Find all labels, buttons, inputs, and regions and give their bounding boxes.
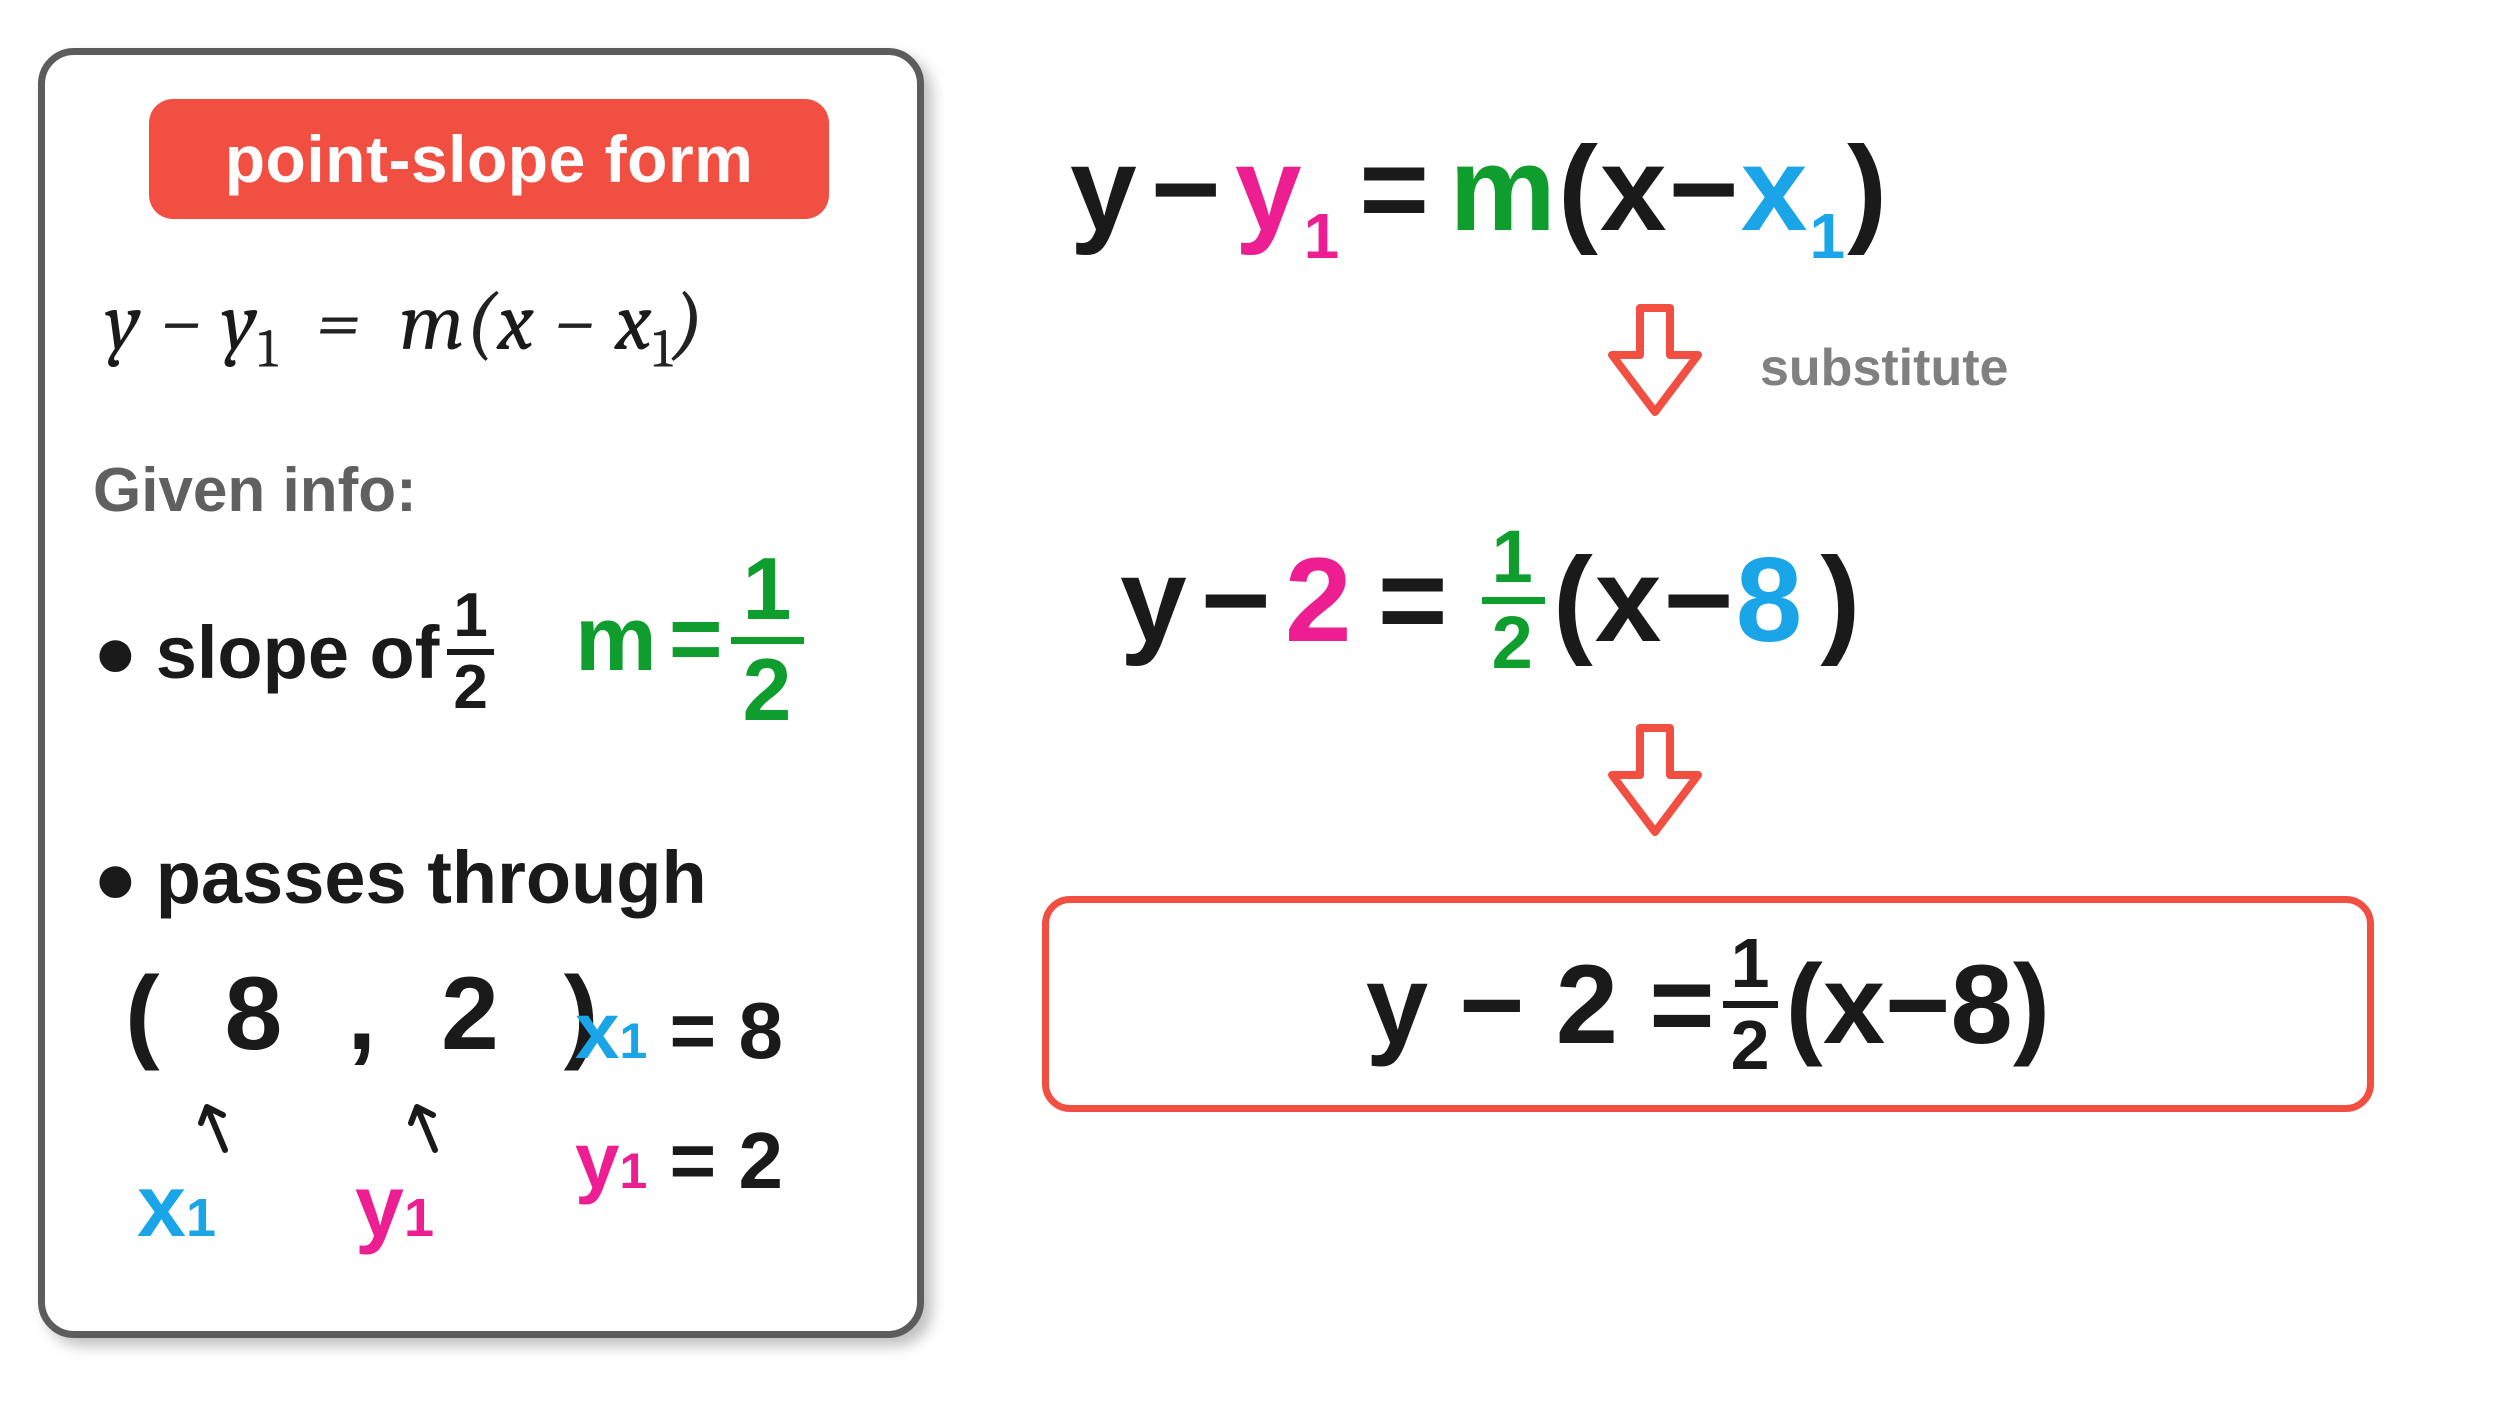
eq-line-2: y − 2 = 1 2 ( x − 8 ) [1120,520,1862,680]
slope-bullet: ● slope of 1 2 [93,585,502,719]
given-info-label: Given info: [93,455,417,526]
slope-prefix: slope of [156,610,440,695]
passes-text: passes through [156,835,707,920]
substitute-label: substitute [1760,338,2008,398]
info-panel: point-slope form y − y1 = m(x − x1) Give… [38,48,924,1338]
passes-bullet: ● passes through [93,835,707,920]
panel-formula: y − y1 = m(x − x1) [105,275,705,380]
annotate-arrow-icon [405,1095,445,1155]
eq-line-1: y − y1 = m ( x − x1 ) [1070,120,1889,258]
down-arrow-icon [1600,300,1710,420]
title-text: point-slope form [225,121,754,197]
half-fraction: 1 2 [1482,520,1545,680]
x1-label: x1 [137,1155,216,1257]
m-equals: m = 1 2 [575,545,812,734]
y1-equals-2: y1 = 2 [575,1115,783,1207]
final-answer-box: y − 2 = 1 2 (x−8) [1042,896,2374,1112]
m-label: m [575,587,657,692]
point-coords: ( 8 , 2 ) [125,955,616,1074]
bullet-icon: ● [93,841,138,915]
down-arrow-icon [1600,720,1710,840]
y1-label: y1 [355,1155,434,1257]
x1-equals-8: x1 = 8 [575,985,783,1077]
m-fraction: 1 2 [731,545,804,734]
half-fraction: 1 2 [1723,928,1778,1080]
title-pill: point-slope form [149,99,829,219]
bullet-icon: ● [93,615,138,689]
eq-line-3: y − 2 = 1 2 (x−8) [1366,928,2050,1080]
annotate-arrow-icon [195,1095,235,1155]
equals: = [669,587,723,692]
slope-fraction: 1 2 [447,585,493,719]
